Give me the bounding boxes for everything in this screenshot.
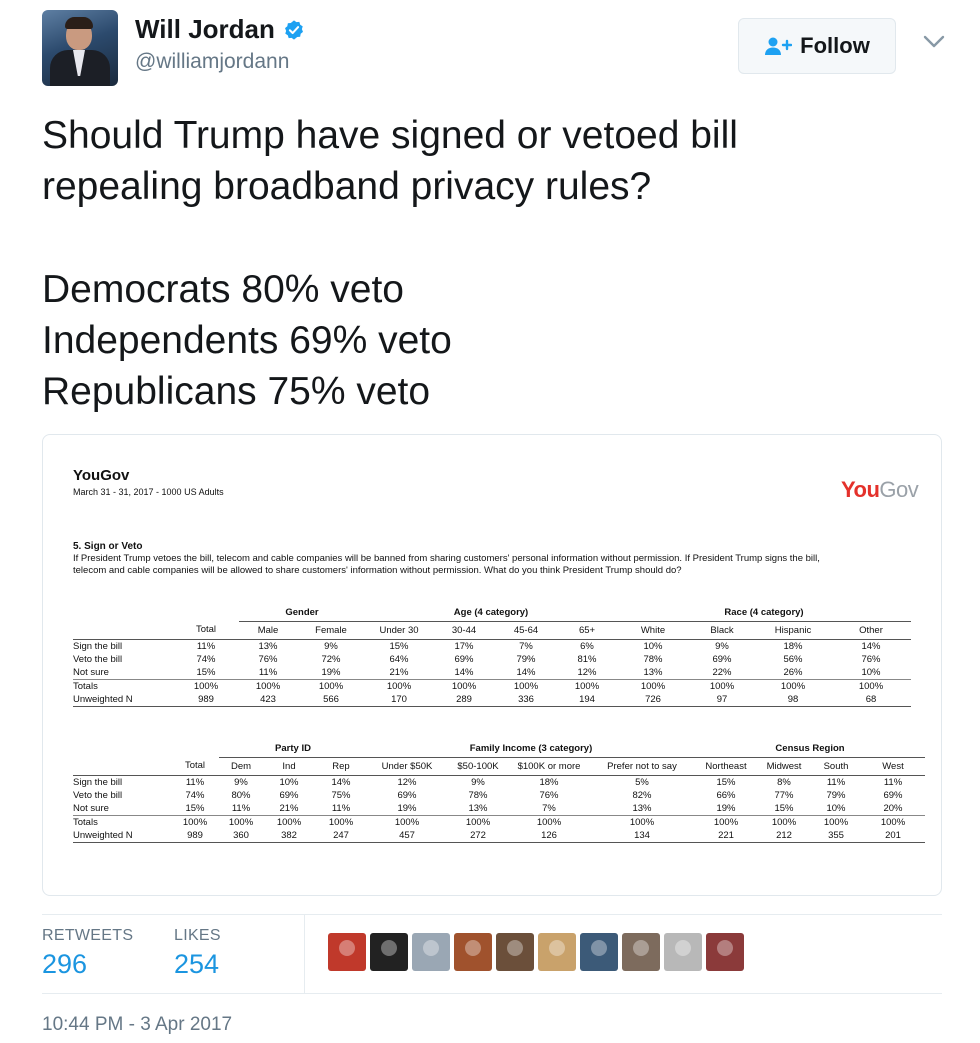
timestamp[interactable]: 10:44 PM - 3 Apr 2017 bbox=[42, 1014, 233, 1035]
doc-org: YouGov bbox=[73, 467, 130, 484]
group-header: Census Region bbox=[695, 741, 925, 758]
tweet-line: Democrats 80% veto bbox=[42, 268, 404, 311]
table-row: Sign the bill 11% 13% 9% 15% 17% 7% 6% 10% 9% 18% 1… bbox=[73, 638, 911, 653]
liker-avatar[interactable] bbox=[622, 933, 660, 971]
group-header: Race (4 category) bbox=[617, 605, 911, 622]
chevron-down-icon[interactable] bbox=[922, 34, 946, 50]
table-row: Not sure 15% 11% 19% 21% 14% 14% 12% 13% 22% 26% 10… bbox=[73, 666, 881, 678]
attached-image[interactable]: YouGov March 31 - 31, 2017 - 1000 US Adu… bbox=[42, 434, 942, 896]
likes-stat[interactable]: LIKES 254 bbox=[174, 927, 221, 980]
tweet-text: Should Trump have signed or vetoed bill … bbox=[42, 110, 942, 417]
divider bbox=[304, 915, 305, 994]
tweet-line: repealing broadband privacy rules? bbox=[42, 165, 652, 208]
unweighted-row: Unweighted N 989 423 566 170 289 336 194 726 97 98… bbox=[73, 692, 911, 707]
likes-label: LIKES bbox=[174, 927, 221, 944]
tweet-line: Should Trump have signed or vetoed bill bbox=[42, 114, 738, 157]
group-header: Family Income (3 category) bbox=[367, 741, 695, 758]
yougov-logo: YouGov bbox=[841, 477, 919, 502]
liker-avatar[interactable] bbox=[538, 933, 576, 971]
liker-avatar[interactable] bbox=[706, 933, 744, 971]
tweet-header: Will Jordan @williamjordann Follow bbox=[42, 8, 952, 88]
totals-row: Totals 100% 100% 100% 100% 100% 100% 100% 100% 10… bbox=[73, 678, 911, 693]
column-headers: Total Male Female Under 30 30-44 45-64 65+ Wh… bbox=[73, 621, 911, 640]
likes-count: 254 bbox=[174, 949, 220, 979]
doc-subtitle: March 31 - 31, 2017 - 1000 US Adults bbox=[73, 487, 224, 497]
liker-avatar[interactable] bbox=[328, 933, 366, 971]
table-row: Sign the bill 11% 9% 10% 14% 12% 9% 18% 5% 15% 8% 1… bbox=[73, 774, 925, 789]
retweets-count: 296 bbox=[42, 949, 88, 979]
unweighted-row: Unweighted N 989 360 382 247 457 272 126 134 221 2… bbox=[73, 828, 925, 843]
question-title: 5. Sign or Veto bbox=[73, 541, 143, 552]
totals-row: Totals 100% 100% 100% 100% 100% 100% 100% 100% 10… bbox=[73, 814, 925, 829]
liker-avatar[interactable] bbox=[370, 933, 408, 971]
liker-avatar[interactable] bbox=[496, 933, 534, 971]
user-name[interactable]: Will Jordan bbox=[135, 14, 275, 44]
crosstab-demographics: Gender Age (4 category) Race (4 category… bbox=[73, 605, 911, 707]
table-row: Veto the bill 74% 80% 69% 75% 69% 78% 76% 82% 66%… bbox=[73, 789, 903, 801]
tweet-line: Independents 69% veto bbox=[42, 319, 452, 362]
liker-avatar[interactable] bbox=[412, 933, 450, 971]
verified-badge-icon bbox=[284, 19, 303, 40]
avatar[interactable] bbox=[42, 10, 118, 86]
group-header: Party ID bbox=[219, 741, 367, 758]
user-name-row[interactable]: Will Jordan bbox=[135, 14, 305, 45]
tweet-line: Republicans 75% veto bbox=[42, 370, 431, 413]
liker-avatar[interactable] bbox=[580, 933, 618, 971]
retweets-label: RETWEETS bbox=[42, 927, 134, 944]
group-header: Gender bbox=[239, 605, 365, 622]
table-row: Veto the bill 74% 76% 72% 64% 69% 79% 81% 78% 69%… bbox=[73, 653, 881, 665]
table-row: Not sure 15% 11% 21% 11% 19% 13% 7% 13% 19% 15% 10%… bbox=[73, 802, 903, 814]
user-handle[interactable]: @williamjordann bbox=[135, 50, 290, 73]
liker-avatars bbox=[328, 933, 744, 971]
retweets-stat[interactable]: RETWEETS 296 bbox=[42, 927, 133, 980]
crosstab-party-income-region: Party ID Family Income (3 category) Cens… bbox=[73, 741, 925, 843]
follow-button[interactable]: Follow bbox=[738, 18, 896, 74]
group-header: Age (4 category) bbox=[365, 605, 617, 622]
liker-avatar[interactable] bbox=[454, 933, 492, 971]
column-headers: Total Dem Ind Rep Under $50K $50-100K $100K … bbox=[73, 757, 925, 776]
question-text: If President Trump vetoes the bill, tele… bbox=[73, 553, 820, 576]
tweet-stats: RETWEETS 296 LIKES 254 bbox=[42, 914, 942, 994]
follow-label: Follow bbox=[800, 33, 870, 58]
liker-avatar[interactable] bbox=[664, 933, 702, 971]
follow-user-icon bbox=[765, 37, 793, 55]
